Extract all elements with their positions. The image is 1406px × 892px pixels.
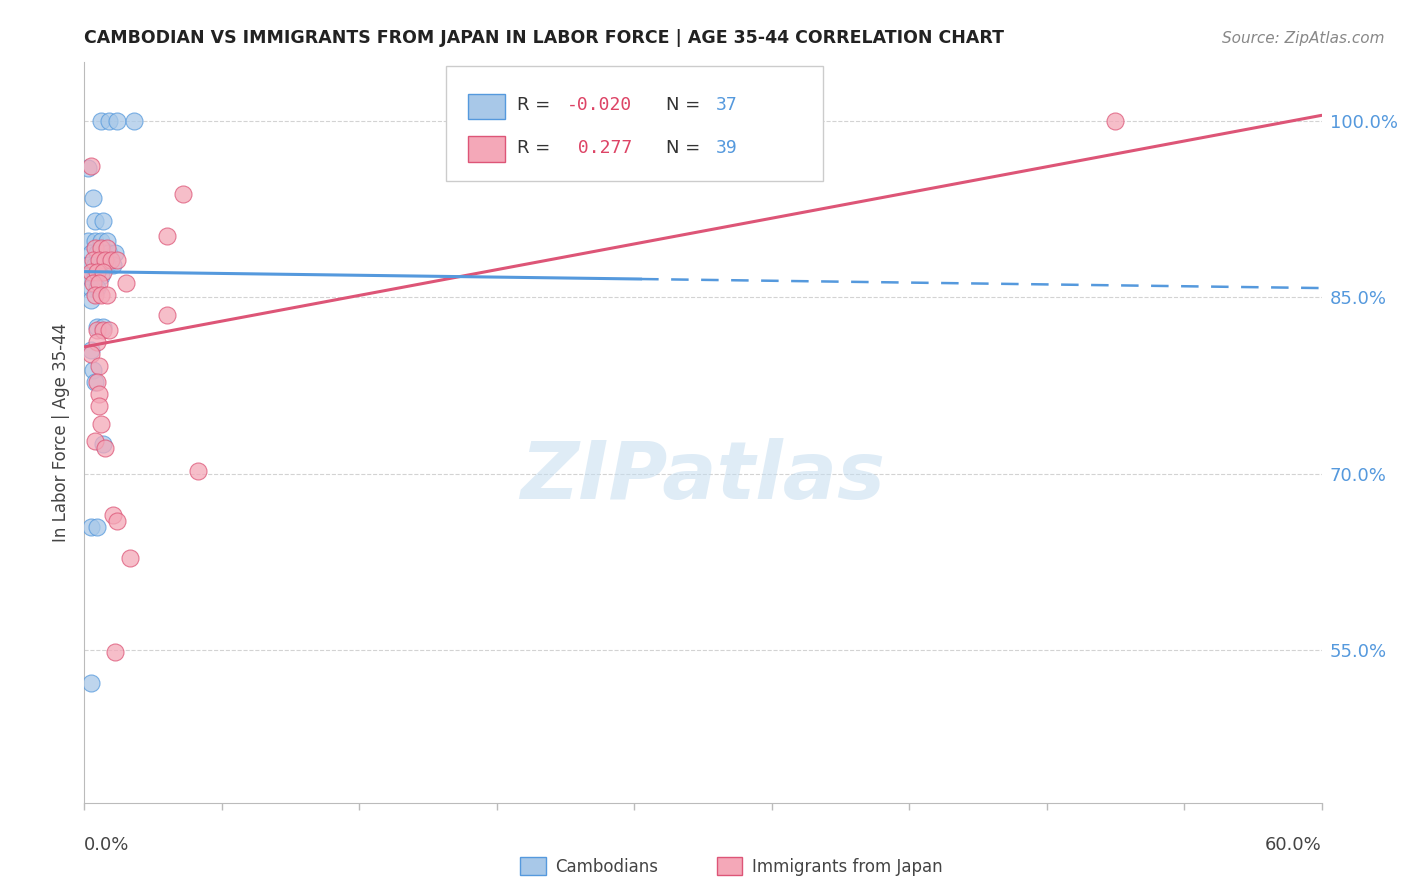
Point — [77, 161, 100, 176]
Text: ZIPatlas: ZIPatlas — [520, 438, 886, 516]
Point — [79, 293, 101, 307]
Point — [83, 234, 105, 248]
Point — [83, 375, 105, 389]
Point — [90, 234, 112, 248]
Point — [90, 241, 112, 255]
Point — [83, 288, 105, 302]
Point — [98, 323, 121, 337]
Point — [83, 258, 105, 272]
Point — [83, 214, 105, 228]
Point — [114, 277, 136, 291]
Text: R =: R = — [517, 96, 557, 114]
Point — [90, 269, 112, 284]
Point — [86, 519, 108, 533]
Point — [82, 277, 104, 291]
Text: R =: R = — [517, 138, 557, 157]
Point — [87, 359, 110, 373]
Point — [156, 229, 179, 244]
Y-axis label: In Labor Force | Age 35-44: In Labor Force | Age 35-44 — [52, 323, 70, 542]
FancyBboxPatch shape — [468, 136, 505, 161]
Point — [77, 234, 100, 248]
Text: N =: N = — [666, 96, 706, 114]
Point — [94, 252, 117, 267]
Point — [82, 363, 104, 377]
Text: Cambodians: Cambodians — [555, 858, 658, 876]
Point — [79, 265, 101, 279]
Point — [91, 214, 114, 228]
Point — [105, 514, 128, 528]
Point — [96, 234, 118, 248]
Text: 60.0%: 60.0% — [1265, 836, 1322, 854]
Point — [87, 387, 110, 401]
Point — [86, 335, 108, 350]
Point — [96, 241, 118, 255]
Text: 37: 37 — [716, 96, 737, 114]
Point — [79, 343, 101, 358]
Point — [90, 288, 112, 302]
Point — [103, 508, 125, 522]
Point — [83, 241, 105, 255]
Point — [98, 245, 121, 260]
Text: 0.0%: 0.0% — [84, 836, 129, 854]
Point — [77, 258, 100, 272]
Point — [104, 245, 127, 260]
Text: Immigrants from Japan: Immigrants from Japan — [752, 858, 943, 876]
Point — [96, 288, 118, 302]
Point — [122, 114, 145, 128]
Point — [103, 258, 125, 272]
Text: N =: N = — [666, 138, 706, 157]
Point — [96, 258, 118, 272]
Point — [86, 319, 108, 334]
Text: 39: 39 — [716, 138, 737, 157]
Point — [87, 277, 110, 291]
Point — [87, 399, 110, 413]
Point — [172, 187, 194, 202]
FancyBboxPatch shape — [446, 66, 823, 181]
Text: -0.020: -0.020 — [567, 96, 633, 114]
Point — [77, 269, 100, 284]
Point — [94, 441, 117, 455]
Point — [86, 265, 108, 279]
Text: CAMBODIAN VS IMMIGRANTS FROM JAPAN IN LABOR FORCE | AGE 35-44 CORRELATION CHART: CAMBODIAN VS IMMIGRANTS FROM JAPAN IN LA… — [84, 29, 1004, 47]
Point — [91, 265, 114, 279]
Point — [1104, 114, 1126, 128]
Point — [79, 676, 101, 690]
Point — [90, 258, 112, 272]
Point — [86, 281, 108, 295]
Point — [82, 191, 104, 205]
Point — [98, 114, 121, 128]
Point — [79, 347, 101, 361]
Point — [79, 519, 101, 533]
Point — [118, 551, 141, 566]
Text: 0.277: 0.277 — [567, 138, 633, 157]
FancyBboxPatch shape — [520, 857, 546, 875]
Point — [86, 375, 108, 389]
Point — [87, 252, 110, 267]
Text: Source: ZipAtlas.com: Source: ZipAtlas.com — [1222, 31, 1385, 46]
Point — [90, 417, 112, 432]
Point — [91, 437, 114, 451]
Point — [86, 245, 108, 260]
Point — [105, 114, 128, 128]
Point — [105, 252, 128, 267]
Point — [156, 308, 179, 322]
FancyBboxPatch shape — [468, 95, 505, 120]
Point — [187, 464, 209, 478]
Point — [79, 159, 101, 173]
Point — [91, 323, 114, 337]
Point — [79, 245, 101, 260]
Point — [83, 269, 105, 284]
Point — [91, 319, 114, 334]
Point — [104, 645, 127, 659]
Point — [86, 323, 108, 337]
Point — [79, 281, 101, 295]
Point — [100, 252, 122, 267]
Point — [91, 245, 114, 260]
Point — [83, 434, 105, 448]
Point — [90, 114, 112, 128]
FancyBboxPatch shape — [717, 857, 742, 875]
Point — [82, 252, 104, 267]
